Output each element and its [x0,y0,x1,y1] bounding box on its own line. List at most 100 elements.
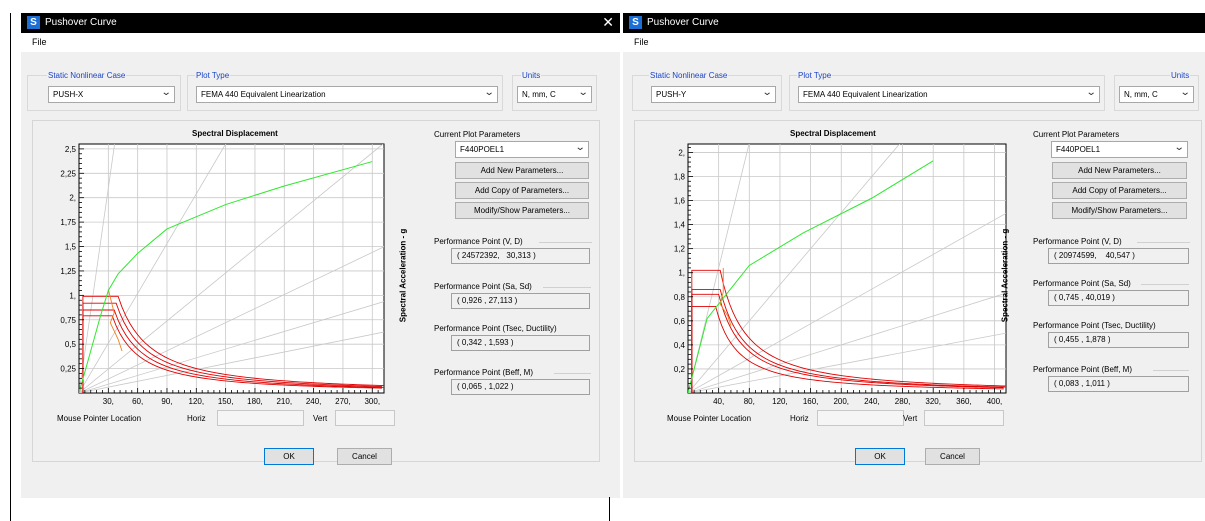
title-bar: S Pushover Curve [623,13,1205,33]
pp-sasd-label: Performance Point (Sa, Sd) [1033,279,1131,288]
plot-type-select[interactable]: FEMA 440 Equivalent Linearization ⌄ [798,86,1100,103]
chart[interactable]: 30, 60, 90, 120, 150, 180, 210, 240, 270, 300, 0,2… [33,121,599,421]
pp-beff-value: ( 0,083 , 1,011 ) [1048,376,1189,392]
period-line [79,331,384,393]
pp-sasd-value: ( 0,926 , 27,113 ) [451,293,590,309]
x-tick-label: 270, [335,397,351,406]
y-axis-label: Spectral Acceleration - g [1000,228,1010,323]
pp-vd-label: Performance Point (V, D) [1033,237,1122,246]
demand-spectrum-line [82,302,383,393]
current-params-select[interactable]: F440POEL1 ⌄ [1051,141,1188,158]
title-bar: S Pushover Curve ✕ [21,13,620,33]
x-tick-label: 240, [864,397,880,406]
pp-sasd-label: Performance Point (Sa, Sd) [434,282,532,291]
y-tick-label: 1,6 [674,197,686,206]
units-group: Units N, mm, C ⌄ [1114,71,1199,111]
pp-sasd-value: ( 0,745 , 40,019 ) [1048,290,1189,306]
x-tick-label: 200, [833,397,849,406]
chart[interactable]: 40, 80, 120, 160, 200, 240, 280, 320, 360, 400, 0,… [635,121,1201,421]
plot-title: Spectral Displacement [192,129,278,138]
add-copy-parameters-button[interactable]: Add Copy of Parameters... [455,182,589,199]
divider [1137,242,1190,243]
modify-show-parameters-button[interactable]: Modify/Show Parameters... [455,202,589,219]
demand-spectrum-line [691,269,1006,393]
family-curve-line [719,267,732,326]
y-tick-label: 0,8 [674,293,686,302]
pushover-window-y: S Pushover Curve File Static Nonlinear C… [623,13,1205,498]
y-tick-label: 0,2 [674,365,686,374]
menu-bar: File [623,33,1205,52]
window-edge [609,497,610,521]
plot-type-group: Plot Type FEMA 440 Equivalent Linearizat… [187,71,503,111]
case-select[interactable]: PUSH-X ⌄ [48,86,175,103]
plot-panel: Spectral Displacement 40, 80, 120, 160, 200,… [634,120,1202,465]
cancel-button[interactable]: Cancel [337,448,392,465]
current-params-select[interactable]: F440POEL1 ⌄ [455,141,589,158]
chevron-down-icon: ⌄ [577,87,589,98]
add-new-parameters-button[interactable]: Add New Parameters... [1052,162,1187,179]
horiz-field[interactable] [217,410,304,426]
modify-show-parameters-button[interactable]: Modify/Show Parameters... [1052,202,1187,219]
demand-spectrum-line [82,295,384,393]
demand-spectrum-line [691,289,1006,393]
y-tick-label: 2,25 [60,169,76,178]
plot-content [79,144,384,393]
horiz-label: Horiz [187,414,206,423]
y-tick-label: 2, [678,148,685,157]
chevron-down-icon: ⌄ [1173,142,1185,153]
pp-beff-value: ( 0,065 , 1,022 ) [451,379,590,395]
x-tick-label: 240, [306,397,322,406]
pp-vd-value: ( 20974599, 40,547 ) [1048,248,1189,264]
y-tick-label: 1,5 [65,243,77,252]
ok-button[interactable]: OK [264,448,314,465]
case-select[interactable]: PUSH-Y ⌄ [651,86,776,103]
divider [1153,370,1189,371]
app-icon: S [629,16,642,29]
cancel-button[interactable]: Cancel [925,448,980,465]
y-tick-label: 1,2 [674,245,686,254]
pp-beff-label: Performance Point (Beff, M) [1033,365,1132,374]
units-select[interactable]: N, mm, C ⌄ [1119,86,1194,103]
units-label: Units [1170,71,1191,81]
add-new-parameters-button[interactable]: Add New Parameters... [455,162,589,179]
y-tick-label: 0,6 [674,317,686,326]
period-line [79,246,384,393]
plot-type-label: Plot Type [195,71,231,81]
units-value: N, mm, C [1124,90,1158,99]
x-tick-label: 180, [247,397,263,406]
plot-area [687,143,1007,394]
plot-type-select[interactable]: FEMA 440 Equivalent Linearization ⌄ [196,86,498,103]
case-group: Static Nonlinear Case PUSH-Y ⌄ [632,71,782,111]
plot-type-value: FEMA 440 Equivalent Linearization [201,90,326,99]
x-tick-label: 210, [276,397,292,406]
case-label: Static Nonlinear Case [649,71,729,81]
vert-label: Vert [313,414,328,423]
chevron-down-icon: ⌄ [160,87,172,98]
y-tick-label: 1, [69,291,76,300]
period-line [79,144,227,393]
ok-button[interactable]: OK [855,448,905,465]
y-axis-label: Spectral Acceleration - g [398,228,408,323]
demand-spectrum-line [82,309,384,393]
y-tick-label: 0,25 [60,365,76,374]
vert-field[interactable] [335,410,395,426]
add-copy-parameters-button[interactable]: Add Copy of Parameters... [1052,182,1187,199]
x-tick-label: 60, [132,397,143,406]
case-label: Static Nonlinear Case [47,71,127,81]
close-icon[interactable]: ✕ [602,14,614,30]
vert-field[interactable] [924,410,1004,426]
pp-tsec-label: Performance Point (Tsec, Ductility) [434,324,557,333]
x-tick-label: 360, [956,397,972,406]
menu-file[interactable]: File [32,37,47,47]
y-tick-label: 1,75 [60,218,76,227]
x-tick-label: 120, [772,397,788,406]
period-line [79,144,384,393]
chevron-down-icon: ⌄ [761,87,773,98]
units-select[interactable]: N, mm, C ⌄ [517,86,592,103]
horiz-field[interactable] [817,410,904,426]
x-tick-label: 80, [744,397,755,406]
menu-file[interactable]: File [634,37,649,47]
family-curve-line [107,289,123,352]
units-value: N, mm, C [522,90,556,99]
period-line [688,144,901,393]
